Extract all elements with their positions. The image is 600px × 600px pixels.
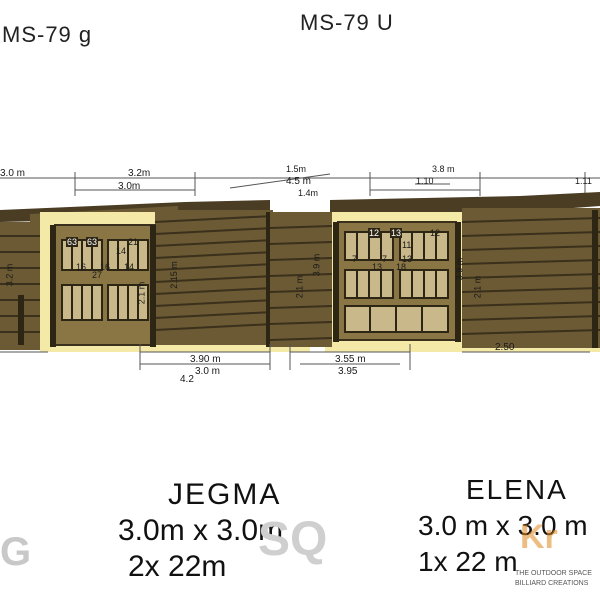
left-decking: [154, 210, 274, 345]
right-bottom-dim-3: 2.50: [495, 342, 515, 353]
left-side-dim-2: 2.1 m: [136, 281, 147, 305]
right-siding: [269, 212, 333, 347]
left-top-dim-4: 3.0 m: [0, 168, 26, 179]
right-room-label-1: 12: [368, 228, 381, 238]
right-room-label-5: 7: [352, 254, 358, 264]
left-room-label-3: 21: [128, 237, 139, 247]
brand-tagline: THE OUTDOOR SPACE: [515, 570, 592, 577]
right-top-dim-1: 4.5 m: [286, 176, 312, 187]
center-logo-mark: SQ: [258, 513, 328, 566]
right-room-label-8: 13: [372, 262, 383, 272]
right-top-dim-5: 1.11: [575, 176, 592, 186]
left-logo-mark: G: [0, 530, 32, 574]
left-side-dim-3: 2.15 m: [168, 261, 179, 289]
left-windows: [61, 239, 149, 321]
left-bottom-dim-1: 3.90 m: [190, 354, 221, 365]
left-side-dim-1: 3.2 m: [4, 263, 15, 287]
left-posts: [18, 212, 272, 347]
right-windows: [344, 231, 449, 333]
left-model-size: 3.0m x 3.0m: [118, 514, 284, 547]
right-room-label-2: 13: [390, 228, 403, 238]
left-room-label-1: 63: [66, 237, 79, 247]
brand-tagline-2: BILLIARD CREATIONS: [515, 580, 589, 587]
right-side-dim-2: 3.9 m: [311, 253, 322, 277]
right-model-size: 3.0 m x 3.0 m: [418, 510, 588, 541]
right-side-dim-1: 2.1 m: [294, 275, 305, 299]
right-top-dim-4: 3.8 m: [432, 164, 455, 174]
right-room-label-7: 13: [402, 254, 413, 264]
left-model-name: JEGMA: [168, 478, 282, 511]
right-room-label-4: 11: [402, 240, 412, 250]
right-top-dim-2: 1.4m: [298, 188, 319, 198]
left-plan: [0, 200, 310, 352]
right-bottom-dim-1: 3.55 m: [335, 354, 366, 365]
left-bottom-dim-2: 3.0 m: [195, 366, 221, 377]
top-dimension-lines: [0, 172, 600, 196]
left-room-label-2: 63: [86, 237, 99, 247]
right-posts: [333, 210, 598, 348]
left-bottom-dim-3: 4.2: [180, 374, 194, 385]
right-room-label-3: 12: [430, 228, 441, 238]
left-top-dim-1: 3.2m: [128, 168, 151, 179]
left-room-label-8: 27: [92, 270, 103, 280]
left-model-area: 2x 22m: [128, 550, 227, 583]
left-top-dim-3: 1.5m: [286, 164, 307, 174]
right-room-label-6: 7: [382, 254, 388, 264]
left-room-label-4: 14: [116, 246, 127, 256]
right-bottom-dim-2: 3.95: [338, 366, 358, 377]
right-model-name: ELENA: [466, 474, 568, 505]
left-plan-code: MS-79 g: [2, 22, 93, 47]
right-side-dim-4: 3.9 m: [454, 257, 465, 281]
left-room-label-5: 16: [76, 262, 87, 272]
right-room-label-9: 18: [396, 262, 407, 272]
bottom-dimension-lines: [0, 344, 590, 370]
right-model-area: 1x 22 m: [418, 546, 518, 577]
right-decking: [461, 208, 600, 348]
right-logo-mark: Kr: [520, 518, 558, 556]
right-plan-code: MS-79 U: [300, 10, 394, 35]
right-top-dim-3: 1.10: [416, 176, 434, 186]
right-side-dim-3: 2.1 m: [472, 275, 483, 299]
left-room-label-7: 14: [124, 262, 135, 272]
left-top-dim-2: 3.0m: [118, 181, 141, 192]
left-room-label-6: 16: [100, 262, 111, 272]
right-plan: [269, 192, 600, 352]
